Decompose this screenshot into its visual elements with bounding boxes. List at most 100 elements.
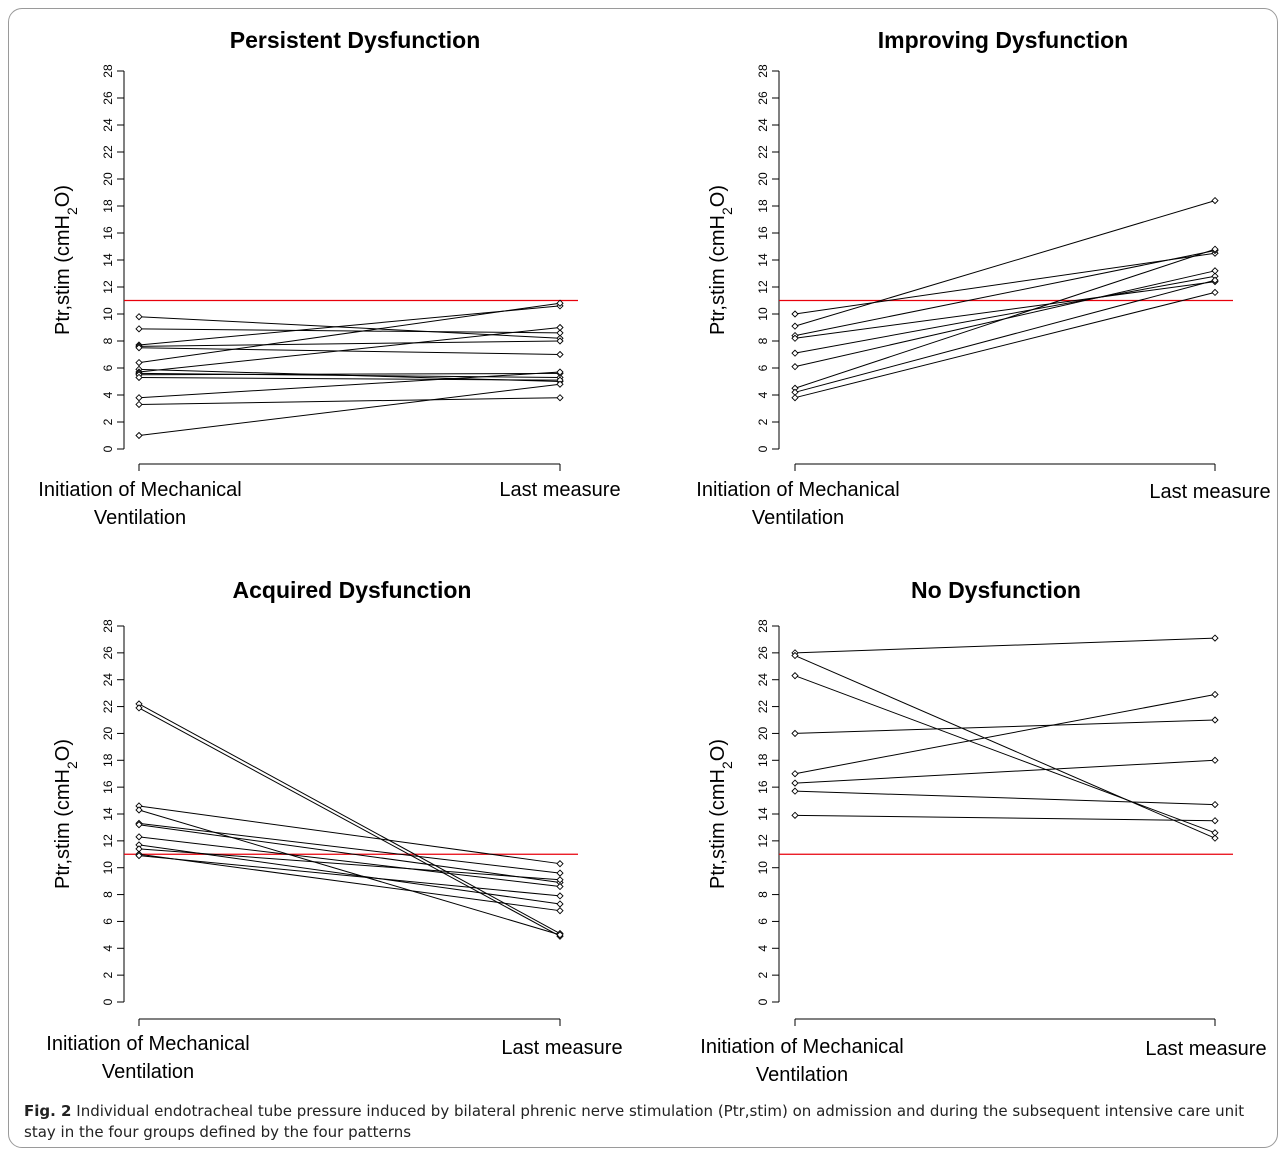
y-tick-label: 16 (101, 780, 115, 794)
data-point (556, 931, 564, 939)
y-tick-label: 12 (756, 834, 770, 848)
data-point (791, 334, 799, 342)
series-line (794, 250, 1216, 337)
data-point (1211, 817, 1219, 825)
series-line (138, 707, 561, 937)
data-point (1211, 800, 1219, 809)
y-tick-label: 8 (756, 891, 770, 898)
series-line (794, 759, 1216, 784)
chart-panel-2: Improving Dysfunction0246810121416182022… (696, 27, 1270, 529)
y-tick-label: 0 (101, 998, 115, 1005)
chart-title: Acquired Dysfunction (233, 577, 472, 603)
x-tick-label: Ventilation (756, 1064, 848, 1086)
data-point (135, 704, 143, 712)
series-line (794, 693, 1216, 775)
data-point (1211, 690, 1219, 699)
data-point (556, 860, 564, 868)
x-tick-label: Last measure (499, 479, 620, 501)
x-tick-label: Ventilation (94, 507, 186, 529)
y-tick-label: 20 (101, 172, 115, 186)
data-point (135, 821, 143, 829)
data-point (791, 363, 799, 371)
y-tick-label: 10 (101, 307, 115, 321)
series-line (138, 844, 561, 905)
y-tick-label: 14 (756, 253, 770, 267)
series-line (794, 275, 1216, 354)
y-tick-label: 18 (756, 199, 770, 213)
y-tick-label: 4 (756, 391, 770, 398)
y-axis-label: Ptr,stim (cmH2O) (707, 739, 735, 889)
chart-title: No Dysfunction (911, 577, 1081, 603)
series-line (794, 279, 1216, 393)
series-line (138, 848, 561, 881)
y-tick-label: 14 (101, 807, 115, 821)
data-point (791, 322, 799, 330)
y-tick-label: 12 (756, 280, 770, 294)
data-point (556, 869, 564, 877)
series-line (138, 305, 561, 346)
figure-charts: Persistent Dysfunction024681012141618202… (38, 27, 1270, 1086)
series-line (794, 790, 1216, 806)
data-point (556, 882, 564, 891)
series-line (138, 855, 561, 897)
data-point (791, 672, 799, 680)
y-tick-label: 22 (756, 700, 770, 714)
data-point (135, 400, 143, 409)
y-tick-label: 6 (756, 918, 770, 925)
data-point (556, 907, 564, 915)
series-line (138, 371, 561, 399)
y-tick-label: 22 (101, 145, 115, 159)
data-point (791, 729, 799, 738)
y-tick-label: 6 (101, 918, 115, 925)
data-point (556, 394, 564, 402)
series-line (138, 302, 561, 364)
y-tick-label: 26 (101, 646, 115, 660)
x-tick-label: Ventilation (102, 1061, 194, 1083)
y-tick-label: 14 (756, 807, 770, 821)
y-tick-label: 28 (756, 64, 770, 78)
chart-panel-4: No Dysfunction0246810121416182022242628P… (700, 577, 1266, 1086)
y-tick-label: 4 (756, 945, 770, 952)
data-point (135, 851, 143, 860)
y-tick-label: 0 (101, 445, 115, 452)
caption-label: Fig. 2 (24, 1102, 72, 1120)
y-tick-label: 26 (101, 91, 115, 105)
y-tick-label: 22 (101, 700, 115, 714)
series-line (138, 853, 561, 912)
y-tick-label: 0 (756, 445, 770, 452)
data-point (556, 380, 564, 388)
data-point (1211, 756, 1219, 764)
data-point (135, 313, 143, 321)
data-point (135, 373, 143, 382)
data-point (1211, 276, 1219, 284)
data-point (556, 368, 564, 376)
y-tick-label: 8 (101, 891, 115, 898)
series-line (794, 637, 1216, 654)
data-point (791, 787, 799, 795)
data-point (556, 323, 564, 332)
series-line (794, 248, 1216, 389)
figure-frame (8, 8, 1278, 1148)
x-tick-label: Last measure (1149, 481, 1270, 503)
y-tick-label: 10 (756, 861, 770, 875)
y-tick-label: 2 (101, 971, 115, 978)
series-line (138, 805, 561, 865)
series-line (794, 281, 1216, 339)
y-tick-label: 20 (101, 726, 115, 740)
y-tick-label: 12 (101, 280, 115, 294)
series-line (794, 655, 1216, 839)
y-tick-label: 16 (756, 226, 770, 240)
y-tick-label: 20 (756, 726, 770, 740)
data-point (1211, 634, 1219, 642)
y-tick-label: 2 (101, 418, 115, 425)
y-tick-label: 4 (101, 945, 115, 952)
series-line (138, 340, 561, 347)
y-tick-label: 28 (101, 64, 115, 78)
y-tick-label: 26 (756, 91, 770, 105)
y-axis-label: Ptr,stim (cmH2O) (52, 739, 80, 889)
series-line (794, 675, 1216, 834)
data-point (135, 431, 143, 440)
series-line (794, 719, 1216, 734)
y-tick-label: 6 (756, 364, 770, 371)
y-tick-label: 28 (756, 619, 770, 633)
